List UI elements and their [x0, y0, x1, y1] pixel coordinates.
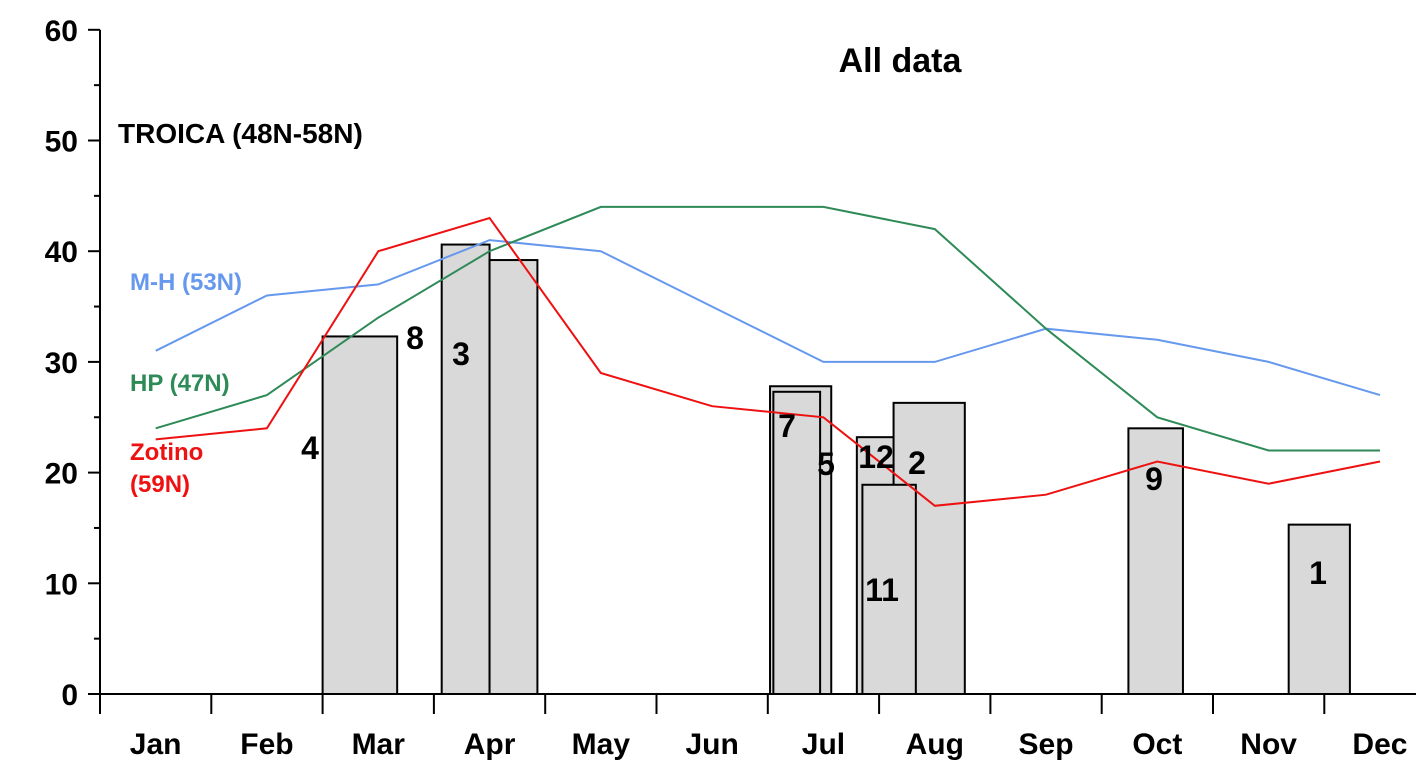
bar-label-7: 7	[778, 408, 796, 444]
x-tick-label-jul: Jul	[802, 728, 845, 761]
series-line-2	[155, 216, 1381, 507]
bar-label-2: 2	[908, 445, 926, 481]
series-line-0	[155, 239, 1381, 397]
y-tick-label-60: 60	[45, 15, 78, 48]
bar-label-1: 1	[1309, 555, 1327, 591]
y-tick-label-10: 10	[45, 568, 78, 601]
bar-label-8: 8	[406, 320, 424, 356]
bar-label-12: 12	[858, 439, 894, 475]
x-tick-label-aug: Aug	[906, 728, 964, 761]
y-tick-label-0: 0	[61, 679, 78, 712]
x-tick-label-nov: Nov	[1240, 728, 1297, 761]
bar-labels-layer: 4 8 3 75 12 2 11 9 1	[301, 320, 1327, 608]
bar-label-11: 11	[865, 572, 899, 608]
bar-11	[861, 483, 917, 696]
y-tick-label-50: 50	[45, 126, 78, 159]
bars-layer	[321, 243, 1351, 696]
y-tick-label-20: 20	[45, 458, 78, 491]
bar-label-4: 4	[301, 430, 319, 466]
bar-1	[1287, 523, 1351, 696]
series-label-2: Zotino (59N)	[130, 439, 203, 498]
x-tick-label-oct: Oct	[1132, 728, 1182, 761]
series-label-0: M-H (53N)	[130, 269, 242, 296]
y-tick-label-30: 30	[45, 347, 78, 380]
x-tick-label-mar: Mar	[352, 728, 406, 761]
x-tick-label-may: May	[572, 728, 631, 761]
y-tick-label-40: 40	[45, 236, 78, 269]
x-tick-label-jun: Jun	[685, 728, 738, 761]
bar-3	[488, 259, 539, 695]
bar-4	[321, 335, 399, 695]
bar-8	[440, 243, 491, 695]
series-label-1: HP (47N)	[130, 370, 230, 397]
x-tick-label-dec: Dec	[1352, 728, 1407, 761]
x-tick-label-sep: Sep	[1019, 728, 1074, 761]
chart-annotation: TROICA (48N-58N)	[118, 118, 363, 149]
bar-label-9: 9	[1145, 461, 1163, 497]
x-tick-label-apr: Apr	[464, 728, 516, 761]
lines-layer	[155, 205, 1381, 507]
series-line-1	[155, 205, 1380, 452]
bar-label-3: 3	[452, 336, 470, 372]
series-labels-layer: M-H (53N) HP (47N) Zotino (59N)	[130, 269, 242, 498]
axes-layer: 0 10 20 30 40 50 60 Jan Feb Mar Apr May Jun Jul Aug Sep…	[45, 15, 1416, 761]
chart-title: All data	[839, 42, 963, 80]
x-tick-label-feb: Feb	[240, 728, 293, 761]
bar-label-5: 5	[817, 446, 835, 482]
x-tick-label-jan: Jan	[130, 728, 182, 761]
